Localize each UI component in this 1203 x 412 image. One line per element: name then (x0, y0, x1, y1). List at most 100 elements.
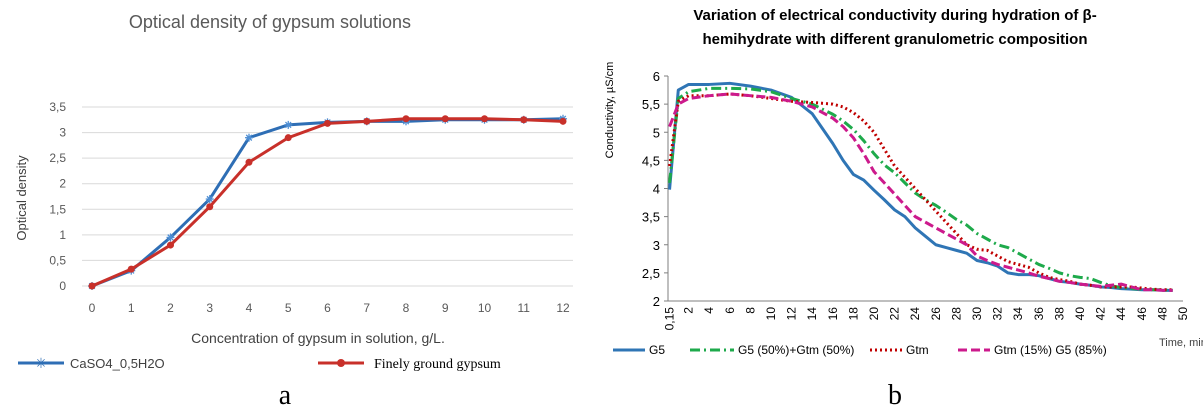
chart-b-x-tick-label: 50 (1176, 307, 1190, 321)
chart-b-y-tick-label: 3 (653, 238, 660, 253)
legend-a-label-2: Finely ground gypsum (374, 357, 501, 372)
chart-b-series (668, 81, 1173, 292)
chart-a-x-tick-label: 3 (206, 301, 213, 315)
chart-a-point (88, 282, 96, 290)
legend-a-marker-2 (337, 359, 345, 367)
chart-a-y-tick-label: 3 (59, 126, 66, 140)
chart-b-x-tick-label: 12 (785, 307, 799, 321)
chart-a-y-tick-label: 2 (59, 177, 66, 191)
chart-b-x-tick-label: 0,15 (663, 307, 677, 331)
chart-a-point (284, 134, 292, 142)
chart-a-x-ticks: 0 1 2 3 4 5 6 7 8 9 10 11 12 (89, 301, 570, 315)
chart-b-y-tick-label: 5 (653, 125, 660, 140)
chart-b-y-tick-label: 5,5 (642, 97, 660, 112)
chart-b-x-tick-label: 14 (805, 307, 819, 321)
chart-b-title-line-2: hemihydrate with different granulometric… (702, 31, 1087, 48)
chart-b-x-tick-label: 20 (867, 307, 881, 321)
chart-b-x-tick-label: 22 (888, 307, 902, 321)
legend-a-marker-1: ✳ (35, 355, 47, 371)
chart-a-point (127, 265, 135, 273)
chart-a-x-tick-label: 2 (167, 301, 174, 315)
panel-b-caption: b (888, 380, 902, 411)
chart-b-x-tick-label: 26 (929, 307, 943, 321)
chart-b-x-tick-label: 38 (1052, 307, 1066, 321)
chart-a-gridlines (82, 106, 573, 287)
chart-b-x-tick-label: 36 (1032, 307, 1046, 321)
chart-b-legend: G5 G5 (50%)+Gtm (50%) Gtm Gtm (15%) G5 (… (613, 343, 1107, 357)
chart-b-y-tick-label: 2 (653, 294, 660, 309)
chart-a-y-tick-label: 2,5 (49, 151, 66, 165)
legend-a-label-1: CaSO4_0,5H2O (70, 356, 165, 371)
chart-b-y-tick-label: 4 (653, 182, 660, 197)
chart-b-x-tick-label: 46 (1135, 307, 1149, 321)
chart-a-y-tick-label: 0,5 (49, 253, 66, 267)
chart-a-ylabel: Optical density (14, 155, 29, 241)
chart-b-ylabel: Conductivity, µS/cm (604, 62, 616, 159)
chart-b-x-tick-label: 8 (743, 307, 757, 314)
chart-b-series-line-4 (668, 92, 1173, 292)
chart-a-point (559, 117, 567, 125)
chart-a-x-tick-label: 7 (363, 301, 370, 315)
legend-b-label-2: G5 (50%)+Gtm (50%) (738, 343, 854, 357)
chart-a-x-tick-label: 4 (246, 301, 253, 315)
chart-b-x-tick-label: 48 (1155, 307, 1169, 321)
chart-b-x-tick-label: 10 (764, 307, 778, 321)
chart-a-point (481, 115, 488, 123)
chart-b-x-tick-label: 2 (682, 307, 696, 314)
chart-b-y-ticks: 2 2,5 3 3,5 4 4,5 5 5,5 6 (642, 69, 668, 309)
chart-a-x-tick-label: 6 (324, 301, 331, 315)
chart-b-xlabel: Time, min (1159, 337, 1203, 349)
legend-b-label-1: G5 (649, 343, 665, 357)
chart-b-y-tick-label: 6 (653, 69, 660, 84)
chart-a-title: Optical density of gypsum solutions (129, 12, 411, 32)
chart-a-x-tick-label: 8 (403, 301, 410, 315)
chart-a-xlabel: Concentration of gypsum in solution, g/L… (191, 330, 445, 346)
chart-a-point (245, 158, 253, 166)
chart-a-series (88, 114, 567, 290)
chart-a-y-tick-label: 1,5 (49, 202, 66, 216)
chart-b-x-tick-label: 44 (1114, 307, 1128, 321)
chart-a-x-tick-label: 0 (89, 301, 96, 315)
chart-a-x-tick-label: 11 (518, 301, 531, 315)
chart-a-point (402, 115, 410, 123)
chart-b-y-tick-label: 4,5 (642, 153, 660, 168)
chart-b-x-tick-label: 42 (1094, 307, 1108, 321)
chart-b-x-tick-label: 34 (1011, 307, 1025, 321)
chart-a-y-tick-label: 0 (59, 279, 66, 293)
chart-b-x-tick-label: 40 (1073, 307, 1087, 321)
legend-b-label-4: Gtm (15%) G5 (85%) (994, 343, 1107, 357)
chart-a-point (284, 120, 293, 129)
chart-conductivity: Variation of electrical conductivity dur… (604, 7, 1203, 411)
chart-a-point (441, 115, 449, 123)
chart-b-x-tick-label: 30 (970, 307, 984, 321)
chart-a-point (206, 203, 214, 211)
chart-a-y-tick-label: 3,5 (49, 100, 66, 114)
chart-b-x-tick-label: 18 (846, 307, 860, 321)
chart-b-x-ticks: 0,15 2 4 6 8 10 12 14 16 18 20 22 24 26 28 30 32 34 36 38 40… (663, 307, 1190, 331)
chart-b-x-tick-label: 6 (723, 307, 737, 314)
chart-b-y-tick-label: 2,5 (642, 266, 660, 281)
panel-a-caption: a (279, 380, 292, 411)
chart-a-x-tick-label: 9 (442, 301, 449, 315)
chart-optical-density: Optical density of gypsum solutions Opti… (14, 12, 573, 411)
chart-a-legend: ✳ CaSO4_0,5H2O Finely ground gypsum (18, 355, 501, 372)
chart-b-x-tick-label: 16 (826, 307, 840, 321)
chart-b-series-line-2 (668, 86, 1173, 292)
chart-a-x-tick-label: 10 (478, 301, 492, 315)
chart-a-x-tick-label: 12 (556, 301, 570, 315)
chart-a-y-ticks: 0 0,5 1 1,5 2 2,5 3 3,5 (49, 100, 66, 293)
chart-b-x-tick-label: 28 (949, 307, 963, 321)
chart-b-y-tick-label: 3,5 (642, 210, 660, 225)
chart-a-y-tick-label: 1 (59, 228, 66, 242)
chart-a-x-tick-label: 5 (285, 301, 292, 315)
chart-a-point (205, 195, 214, 204)
legend-b-label-3: Gtm (906, 343, 929, 357)
chart-a-point (520, 116, 528, 124)
chart-b-x-tick-label: 24 (908, 307, 922, 321)
chart-a-point (166, 233, 175, 242)
chart-a-point (167, 241, 174, 249)
chart-b-title-line-1: Variation of electrical conductivity dur… (693, 7, 1096, 24)
chart-b-x-tick-label: 4 (702, 307, 716, 314)
chart-a-point (324, 119, 331, 127)
